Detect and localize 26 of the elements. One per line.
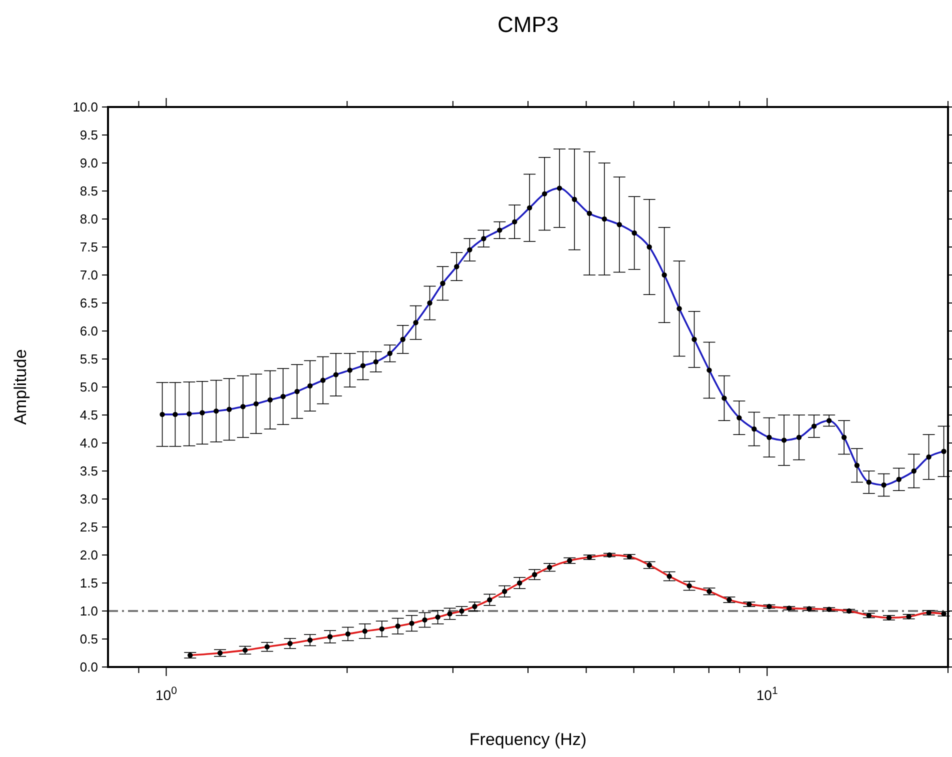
y-tick-label: 0.5 (80, 632, 98, 647)
y-tick-label: 1.5 (80, 576, 98, 591)
x-tick-label: 10$^{1}$ (756, 685, 778, 703)
y-tick-label: 9.5 (80, 128, 98, 143)
x-axis-title: Frequency (Hz) (469, 730, 587, 749)
chart-title: CMP3 (497, 12, 559, 37)
y-tick-label: 4.5 (80, 408, 98, 423)
y-tick-label: 3.5 (80, 464, 98, 479)
y-tick-label: 8.5 (80, 184, 98, 199)
y-tick-label: 2.0 (80, 548, 98, 563)
y-tick-label: 6.5 (80, 296, 98, 311)
y-tick-label: 2.5 (80, 520, 98, 535)
y-tick-label: 5.5 (80, 352, 98, 367)
y-tick-label: 4.0 (80, 436, 98, 451)
y-tick-label: 1.0 (80, 604, 98, 619)
x-tick-label: 10$^{0}$ (156, 685, 178, 703)
y-tick-label: 7.0 (80, 268, 98, 283)
y-tick-label: 0.0 (80, 660, 98, 675)
y-tick-label: 8.0 (80, 212, 98, 227)
y-axis-title: Amplitude (11, 349, 30, 425)
y-tick-label: 6.0 (80, 324, 98, 339)
y-tick-label: 7.5 (80, 240, 98, 255)
y-tick-label: 9.0 (80, 156, 98, 171)
y-tick-label: 3.0 (80, 492, 98, 507)
y-tick-label: 5.0 (80, 380, 98, 395)
y-tick-label: 10.0 (72, 100, 98, 115)
